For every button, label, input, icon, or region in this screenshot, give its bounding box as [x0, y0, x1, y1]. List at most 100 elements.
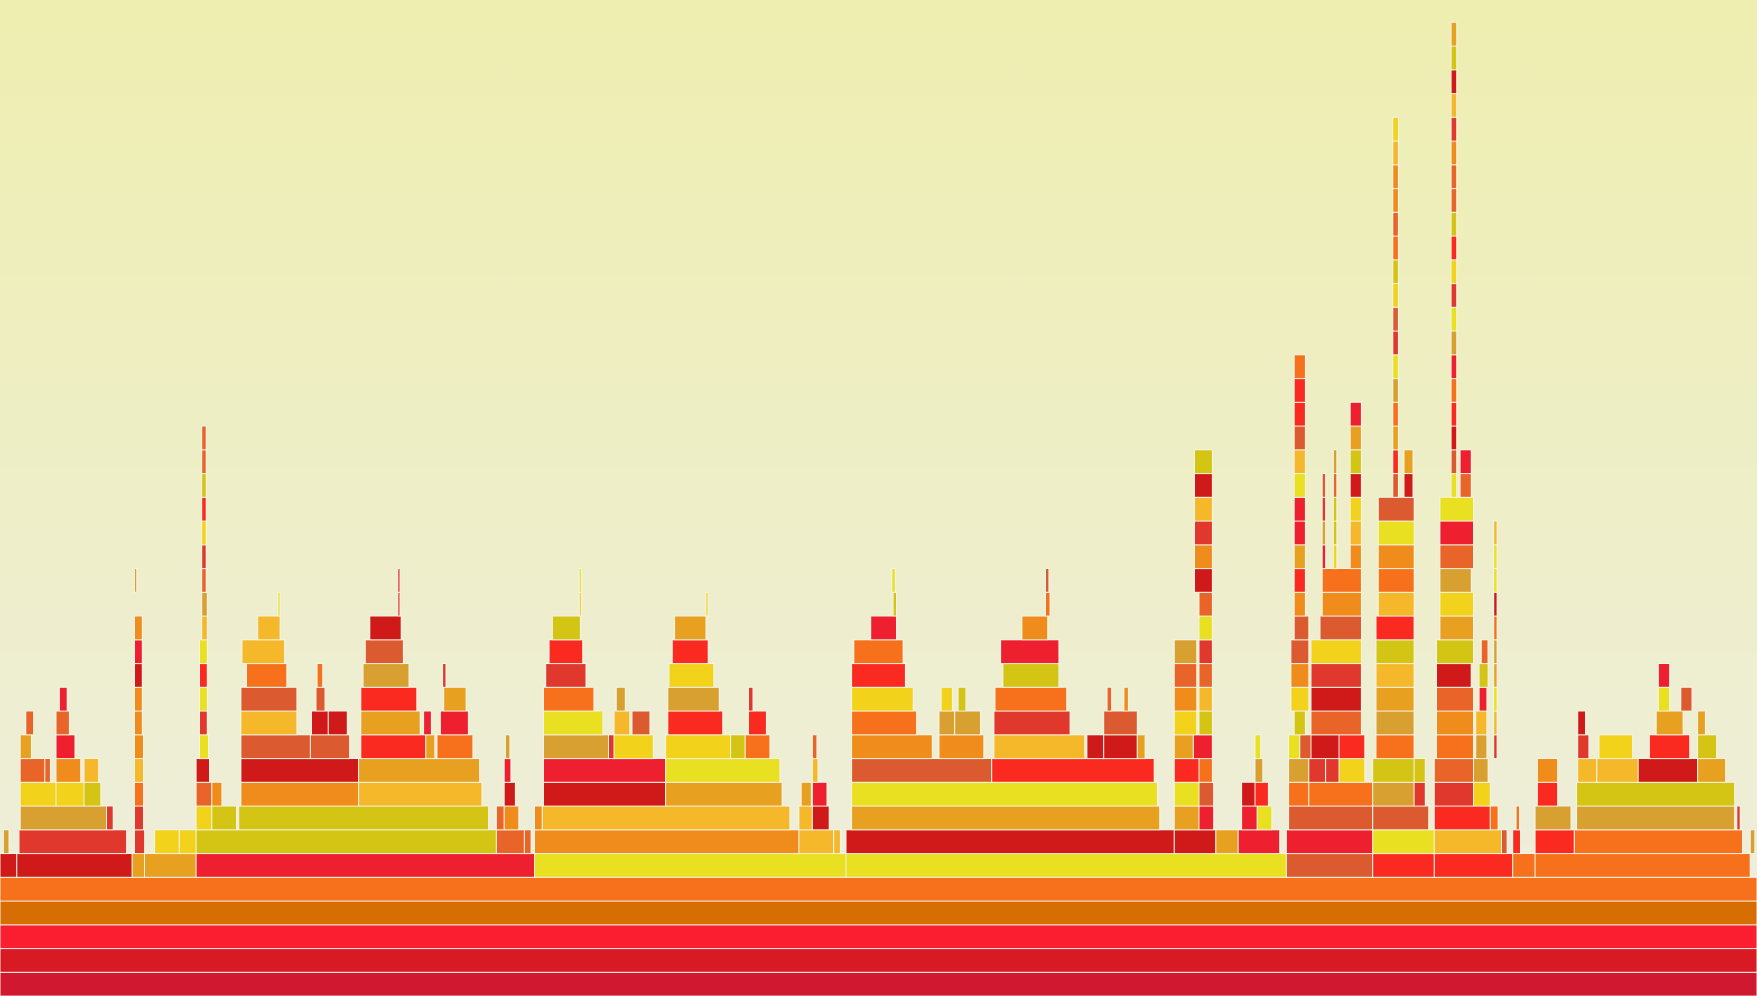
flame-frame[interactable]	[671, 639, 709, 665]
flame-frame[interactable]	[44, 758, 51, 783]
flame-frame[interactable]	[667, 686, 720, 712]
flame-frame[interactable]	[1377, 520, 1415, 546]
flame-frame[interactable]	[58, 686, 68, 712]
flame-frame[interactable]	[1436, 734, 1474, 760]
flame-frame[interactable]	[1293, 520, 1306, 546]
flame-frame[interactable]	[1433, 853, 1514, 878]
flame-frame[interactable]	[870, 615, 898, 641]
flame-frame[interactable]	[1173, 758, 1200, 783]
flame-frame[interactable]	[495, 829, 525, 855]
flame-frame[interactable]	[360, 734, 427, 760]
flame-frame[interactable]	[1310, 663, 1362, 688]
flame-frame[interactable]	[1459, 473, 1472, 498]
flame-frame[interactable]	[1493, 663, 1498, 688]
flame-frame[interactable]	[1372, 829, 1435, 855]
flame-frame[interactable]	[1321, 568, 1362, 593]
flame-frame[interactable]	[134, 829, 146, 855]
flame-frame[interactable]	[1198, 758, 1213, 783]
flame-frame[interactable]	[1308, 781, 1374, 807]
flame-frame[interactable]	[608, 734, 615, 760]
flame-frame[interactable]	[1450, 93, 1458, 118]
flame-frame[interactable]	[1375, 734, 1415, 760]
flame-frame[interactable]	[1493, 639, 1498, 665]
flame-frame[interactable]	[1106, 686, 1113, 712]
flame-frame[interactable]	[1375, 615, 1415, 641]
flame-frame[interactable]	[1392, 473, 1399, 498]
flame-frame[interactable]	[1293, 449, 1306, 475]
flame-frame[interactable]	[1293, 401, 1306, 427]
flame-frame[interactable]	[1086, 734, 1105, 760]
flame-frame[interactable]	[316, 663, 324, 688]
flame-frame[interactable]	[1198, 781, 1215, 807]
flame-frame[interactable]	[1254, 734, 1262, 760]
flame-frame[interactable]	[1349, 425, 1362, 451]
flame-frame[interactable]	[631, 710, 651, 736]
flame-frame[interactable]	[1293, 378, 1306, 403]
flame-frame[interactable]	[548, 639, 584, 665]
flame-frame[interactable]	[134, 639, 143, 665]
flame-frame[interactable]	[1577, 734, 1590, 760]
flame-frame[interactable]	[1310, 639, 1362, 665]
flame-frame[interactable]	[1321, 473, 1327, 498]
flame-frame[interactable]	[1194, 449, 1213, 475]
flame-frame[interactable]	[1450, 188, 1458, 213]
flame-frame[interactable]	[134, 615, 143, 641]
flame-frame[interactable]	[1173, 829, 1217, 855]
flame-frame[interactable]	[1173, 663, 1198, 688]
flame-frame[interactable]	[1433, 829, 1503, 855]
flame-frame[interactable]	[541, 805, 791, 831]
flame-frame[interactable]	[1288, 781, 1310, 807]
flame-frame[interactable]	[201, 544, 207, 570]
flame-frame[interactable]	[851, 781, 1158, 807]
flame-frame[interactable]	[1194, 520, 1213, 546]
flame-frame[interactable]	[195, 758, 211, 783]
flame-frame[interactable]	[201, 449, 207, 475]
flame-frame[interactable]	[83, 781, 102, 807]
flame-frame[interactable]	[1736, 805, 1741, 831]
flame-frame[interactable]	[1194, 544, 1213, 570]
flame-frame[interactable]	[1392, 259, 1399, 285]
flame-frame[interactable]	[1512, 853, 1536, 878]
flame-frame[interactable]	[811, 805, 830, 831]
flame-frame[interactable]	[211, 805, 238, 831]
flame-frame[interactable]	[1450, 425, 1458, 451]
flame-frame[interactable]	[1377, 544, 1415, 570]
flame-frame[interactable]	[19, 758, 46, 783]
flame-frame[interactable]	[1349, 520, 1362, 546]
flame-frame[interactable]	[578, 568, 582, 593]
flame-frame[interactable]	[1173, 781, 1200, 807]
flame-frame[interactable]	[1439, 520, 1475, 546]
flame-frame[interactable]	[1372, 805, 1430, 831]
flame-frame[interactable]	[19, 781, 57, 807]
flame-frame[interactable]	[1103, 734, 1138, 760]
flame-frame[interactable]	[1293, 544, 1306, 570]
flame-frame[interactable]	[851, 686, 914, 712]
flame-frame[interactable]	[1285, 853, 1374, 878]
flame-frame[interactable]	[55, 758, 82, 783]
flame-frame[interactable]	[1288, 805, 1374, 831]
flame-frame[interactable]	[1480, 639, 1489, 665]
flame-frame[interactable]	[543, 734, 609, 760]
flame-frame[interactable]	[851, 758, 993, 783]
flame-frame[interactable]	[665, 781, 783, 807]
flame-frame[interactable]	[134, 568, 138, 593]
flame-frame[interactable]	[1439, 568, 1472, 593]
flame-frame[interactable]	[1473, 758, 1489, 783]
flame-frame[interactable]	[1021, 615, 1049, 641]
flame-frame[interactable]	[443, 686, 467, 712]
flame-frame[interactable]	[358, 758, 481, 783]
flame-frame[interactable]	[1475, 734, 1488, 760]
flame-frame[interactable]	[1192, 734, 1213, 760]
flame-frame[interactable]	[1392, 401, 1399, 427]
flame-frame[interactable]	[833, 829, 841, 855]
flame-frame[interactable]	[1436, 686, 1474, 712]
flame-frame[interactable]	[798, 805, 813, 831]
flame-frame[interactable]	[1321, 496, 1327, 522]
flame-frame[interactable]	[1375, 639, 1415, 665]
flame-frame[interactable]	[1657, 686, 1671, 712]
flame-frame[interactable]	[543, 686, 595, 712]
flame-frame[interactable]	[1450, 330, 1458, 356]
flame-frame[interactable]	[1293, 425, 1306, 451]
flame-frame[interactable]	[83, 758, 100, 783]
flame-frame[interactable]	[55, 734, 76, 760]
